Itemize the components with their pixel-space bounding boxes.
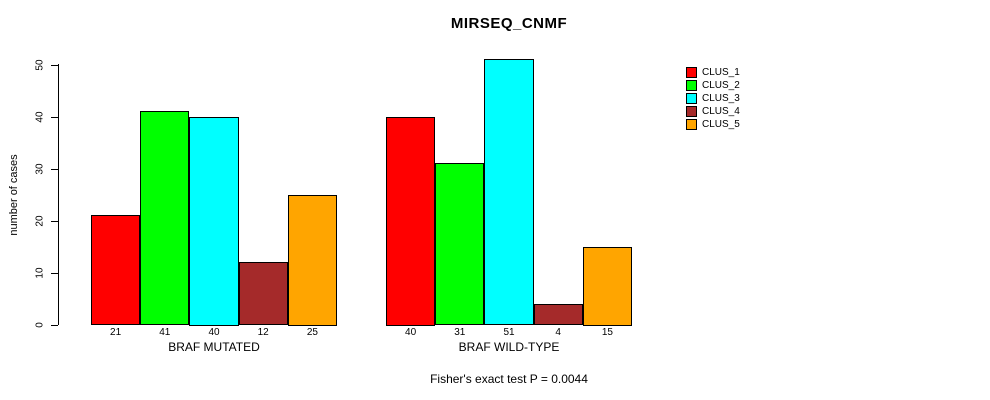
bar-value-label: 25 — [306, 327, 318, 338]
bar — [386, 116, 436, 326]
bar-value-label: 12 — [257, 327, 269, 338]
y-axis-line — [58, 64, 59, 325]
group-label: BRAF MUTATED — [168, 340, 260, 354]
bar-value-label: 40 — [208, 327, 220, 338]
bar-value-label: 4 — [555, 327, 561, 338]
y-tick — [51, 116, 58, 118]
group-label: BRAF WILD-TYPE — [458, 340, 560, 354]
y-tick — [51, 272, 58, 274]
bar — [435, 163, 485, 326]
bar — [582, 246, 632, 326]
legend-swatch — [686, 106, 697, 117]
bar-value-label: 40 — [405, 327, 417, 338]
y-tick-label: 20 — [34, 214, 46, 227]
bar — [91, 215, 141, 326]
annotation-text: Fisher's exact test P = 0.0044 — [430, 372, 588, 386]
y-tick-label: 40 — [34, 110, 46, 123]
y-tick-label: 10 — [34, 266, 46, 279]
y-tick — [51, 64, 58, 66]
bar-value-label: 51 — [503, 327, 515, 338]
bar-value-label: 21 — [110, 327, 122, 338]
legend-label: CLUS_4 — [702, 106, 740, 117]
y-axis-label: number of cases — [8, 154, 20, 236]
bar-value-label: 15 — [601, 327, 613, 338]
bar — [287, 194, 337, 326]
bar — [533, 303, 583, 326]
bar-value-label: 41 — [159, 327, 171, 338]
legend-label: CLUS_5 — [702, 119, 740, 130]
legend-label: CLUS_3 — [702, 93, 740, 104]
y-tick — [51, 168, 58, 170]
y-tick-label: 30 — [34, 162, 46, 175]
y-tick — [51, 220, 58, 222]
legend-label: CLUS_1 — [702, 67, 740, 78]
y-tick-label: 50 — [34, 58, 46, 71]
legend-swatch — [686, 119, 697, 130]
y-tick-label: 0 — [34, 321, 46, 328]
legend-label: CLUS_2 — [702, 80, 740, 91]
legend-swatch — [686, 67, 697, 78]
bar — [140, 111, 190, 326]
legend-swatch — [686, 93, 697, 104]
legend-swatch — [686, 80, 697, 91]
bar-value-label: 31 — [454, 327, 466, 338]
bar — [189, 116, 239, 326]
bar — [238, 262, 288, 326]
y-tick — [51, 324, 58, 326]
bar — [484, 59, 534, 326]
chart-title: MIRSEQ_CNMF — [450, 15, 568, 32]
